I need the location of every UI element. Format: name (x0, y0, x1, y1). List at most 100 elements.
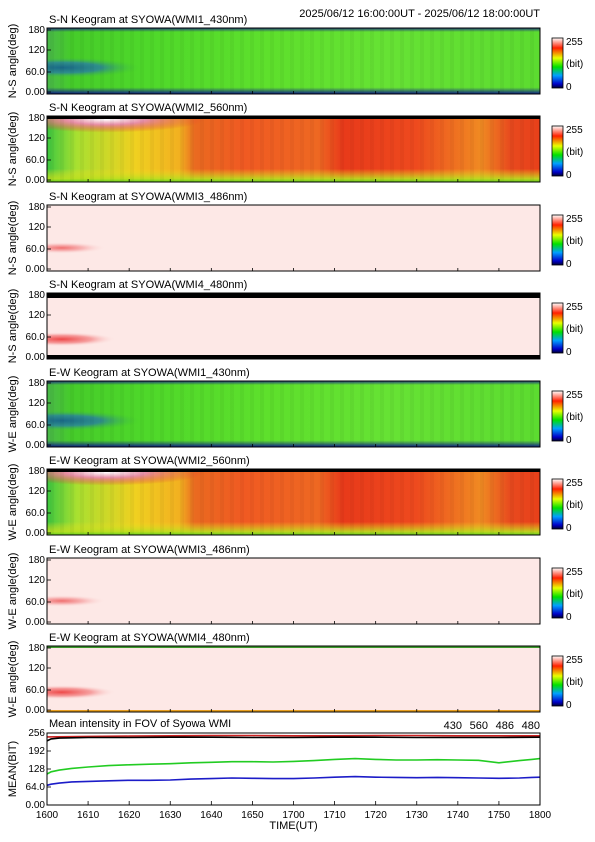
x-tick-label: 1710 (323, 810, 346, 821)
y-tick-label: 0.00 (26, 264, 46, 275)
y-tick-label: 60.0 (26, 332, 46, 343)
colorbar-min-label: 0 (566, 259, 572, 270)
y-tick-label: 180 (28, 202, 45, 213)
keogram-panel: S-N Keogram at SYOWA(WMI2_560nm) 180 120 60… (7, 102, 583, 186)
panel-title: E-W Keogram at SYOWA(WMI2_560nm) (49, 455, 250, 467)
x-tick-label: 1800 (529, 810, 552, 821)
y-tick-label: 120 (28, 45, 45, 56)
colorbar-min-label: 0 (566, 82, 572, 93)
y-tick-label: 120 (28, 486, 45, 497)
y-tick-label: 180 (28, 643, 45, 654)
colorbar (551, 655, 564, 707)
keogram-top-band (47, 469, 540, 472)
y-tick-label: 60.0 (26, 420, 46, 431)
mean-intensity-chart: Mean intensity in FOV of Syowa WMI 480 486… (7, 718, 552, 832)
y-tick-label: 120 (28, 222, 45, 233)
y-tick-label: 0.00 (26, 440, 46, 451)
y-tick-label: 180 (28, 555, 45, 566)
y-tick-label: 60.0 (26, 508, 46, 519)
y-axis-label: N-S angle(deg) (7, 112, 19, 187)
keogram-panels: S-N Keogram at SYOWA(WMI1_430nm) 180 120 60… (7, 14, 583, 717)
keogram-panel: E-W Keogram at SYOWA(WMI1_430nm) 180 120 60… (7, 367, 583, 452)
panel-title: E-W Keogram at SYOWA(WMI3_486nm) (49, 544, 250, 556)
colorbar-unit-label: (bit) (566, 500, 583, 511)
x-tick-label: 1700 (282, 810, 305, 821)
panel-title: S-N Keogram at SYOWA(WMI3_486nm) (49, 191, 247, 203)
colorbar-unit-label: (bit) (566, 236, 583, 247)
series-line (46, 736, 541, 742)
x-tick-label: 1650 (241, 810, 264, 821)
keogram-panel: E-W Keogram at SYOWA(WMI2_560nm) 180 120 60… (7, 455, 583, 540)
panel-title: S-N Keogram at SYOWA(WMI1_430nm) (49, 14, 247, 26)
colorbar (551, 567, 564, 619)
y-tick-label: 120 (28, 575, 45, 586)
keogram-blob (47, 646, 540, 712)
series-line (46, 775, 541, 787)
panel-title: E-W Keogram at SYOWA(WMI4_480nm) (49, 632, 250, 644)
legend-entry: 486 (496, 720, 514, 732)
y-tick-label: 192 (28, 746, 45, 757)
y-tick-label: 120 (28, 398, 45, 409)
x-tick-label: 1750 (488, 810, 511, 821)
y-tick-label: 60.0 (26, 685, 46, 696)
y-tick-label: 64.0 (26, 782, 46, 793)
y-tick-label: 0.00 (26, 617, 46, 628)
keogram-top-band (47, 646, 540, 648)
colorbar-min-label: 0 (566, 700, 572, 711)
colorbar-unit-label: (bit) (566, 677, 583, 688)
keogram-texture (47, 469, 540, 535)
keogram-panel: S-N Keogram at SYOWA(WMI4_480nm) 180 120 60… (7, 279, 583, 363)
y-axis-label: W-E angle(deg) (7, 464, 19, 541)
y-tick-label: 0.00 (26, 800, 46, 811)
legend-entry: 480 (522, 720, 540, 732)
y-tick-label: 180 (28, 466, 45, 477)
colorbar-max-label: 255 (566, 302, 583, 313)
colorbar-max-label: 255 (566, 567, 583, 578)
y-tick-label: 120 (28, 663, 45, 674)
y-axis-label: N-S angle(deg) (7, 24, 19, 99)
keogram-texture (47, 381, 540, 447)
keogram-blob (47, 293, 540, 359)
y-axis-label: N-S angle(deg) (7, 289, 19, 364)
colorbar-unit-label: (bit) (566, 324, 583, 335)
colorbar (551, 214, 564, 266)
y-tick-label: 180 (28, 290, 45, 301)
colorbar-min-label: 0 (566, 170, 572, 181)
y-axis-label: W-E angle(deg) (7, 641, 19, 718)
y-tick-label: 180 (28, 378, 45, 389)
x-tick-label: 1600 (36, 810, 59, 821)
keogram-top-band (47, 293, 540, 298)
colorbar (551, 478, 564, 530)
colorbar (551, 390, 564, 442)
colorbar-max-label: 255 (566, 655, 583, 666)
x-tick-label: 1630 (159, 810, 182, 821)
keogram-panel: E-W Keogram at SYOWA(WMI3_486nm) 180 120 60… (7, 544, 583, 629)
y-tick-label: 180 (28, 113, 45, 124)
colorbar-min-label: 0 (566, 523, 572, 534)
colorbar-max-label: 255 (566, 125, 583, 136)
y-tick-label: 0.00 (26, 528, 46, 539)
colorbar-unit-label: (bit) (566, 589, 583, 600)
y-tick-label: 60.0 (26, 244, 46, 255)
time-range-header: 2025/06/12 16:00:00UT - 2025/06/12 18:00… (299, 8, 540, 20)
y-tick-label: 60.0 (26, 597, 46, 608)
y-tick-label: 60.0 (26, 67, 46, 78)
y-axis-label: W-E angle(deg) (7, 376, 19, 453)
chart-title: Mean intensity in FOV of Syowa WMI (49, 718, 231, 730)
x-tick-label: 1730 (406, 810, 429, 821)
x-tick-label: 1620 (118, 810, 141, 821)
x-tick-label: 1720 (365, 810, 388, 821)
panel-title: S-N Keogram at SYOWA(WMI2_560nm) (49, 102, 247, 114)
colorbar (551, 302, 564, 354)
y-tick-label: 0.00 (26, 87, 46, 98)
keogram-panel: S-N Keogram at SYOWA(WMI1_430nm) 180 120 60… (7, 14, 583, 98)
panel-title: E-W Keogram at SYOWA(WMI1_430nm) (49, 367, 250, 379)
colorbar-max-label: 255 (566, 37, 583, 48)
y-tick-label: 0.00 (26, 352, 46, 363)
y-tick-label: 256 (28, 728, 45, 739)
y-tick-label: 0.00 (26, 705, 46, 716)
colorbar-min-label: 0 (566, 612, 572, 623)
keogram-blob (47, 558, 540, 624)
keogram-texture (47, 28, 540, 94)
